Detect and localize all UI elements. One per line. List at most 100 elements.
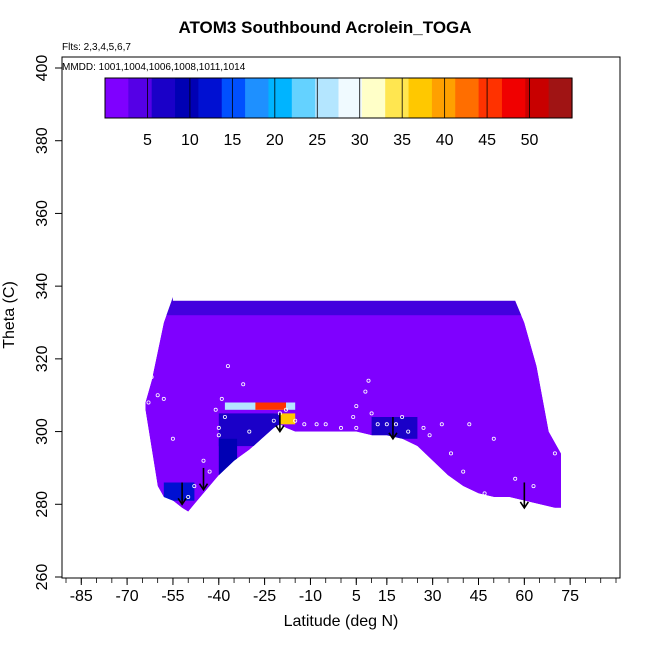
colorbar-swatch xyxy=(128,78,153,118)
flight-arrow xyxy=(198,467,209,492)
colorbar-tick-label: 45 xyxy=(478,132,496,149)
x-tick-label: -55 xyxy=(161,588,184,605)
sample-point xyxy=(427,433,432,438)
sample-point xyxy=(262,444,267,449)
sample-point xyxy=(271,418,276,423)
flight-arrow-head xyxy=(519,501,529,510)
colorbar: 5 10 15 20 25 30 35 40 45 50 xyxy=(104,77,573,149)
colorbar-swatch xyxy=(478,78,503,118)
field-layer xyxy=(145,297,561,512)
y-tick-label: 340 xyxy=(34,273,51,300)
x-tick-label: 60 xyxy=(515,588,533,605)
sample-point xyxy=(323,422,328,427)
sample-point xyxy=(216,433,221,438)
x-tick-label: 30 xyxy=(424,588,442,605)
x-axis: -85 -70 -55 -40 -25 -10 5 15 30 45 60 75 xyxy=(65,578,617,605)
sample-point xyxy=(439,422,444,427)
colorbar-swatch xyxy=(175,78,199,118)
sample-point xyxy=(170,436,175,441)
sample-point xyxy=(201,458,206,463)
colorbar-frame xyxy=(104,77,573,119)
x-tick-label: -70 xyxy=(116,588,139,605)
sample-point xyxy=(461,469,466,474)
colorbar-swatch xyxy=(268,78,293,118)
x-tick-label: -25 xyxy=(253,588,276,605)
sample-point xyxy=(219,396,224,401)
chart-title: ATOM3 Southbound Acrolein_TOGA xyxy=(178,18,472,37)
colorbar-tick-label: 40 xyxy=(436,132,454,149)
colorbar-swatch xyxy=(338,78,363,118)
sample-point xyxy=(375,422,380,427)
flight-arrows-layer xyxy=(177,413,529,510)
sample-point xyxy=(241,382,246,387)
dates-subtitle: MMDD: 1001,1004,1006,1008,1011,1014 xyxy=(62,62,246,73)
y-axis: 260 280 300 320 340 360 380 400 xyxy=(34,55,62,591)
sample-point xyxy=(216,425,221,430)
flight-arrow xyxy=(177,482,187,506)
colorbar-swatch xyxy=(151,78,176,118)
field-feature-1 xyxy=(255,402,286,410)
field-feature-2 xyxy=(273,413,296,425)
sample-point xyxy=(314,422,319,427)
colorbar-tick-label: 30 xyxy=(351,132,369,149)
y-tick-label: 260 xyxy=(34,564,51,591)
sample-point xyxy=(448,451,453,456)
sample-point xyxy=(513,476,518,481)
field-band-top xyxy=(163,297,531,316)
sample-point xyxy=(161,396,166,401)
field-clip-group xyxy=(145,297,561,512)
sample-point xyxy=(247,429,252,434)
sample-point xyxy=(283,407,288,412)
field-background xyxy=(145,297,561,512)
sample-point xyxy=(384,422,389,427)
sample-points-layer xyxy=(146,364,557,499)
sample-point xyxy=(155,393,160,398)
flight-arrow xyxy=(388,417,398,441)
colorbar-tick-label: 50 xyxy=(521,132,539,149)
y-tick-label: 300 xyxy=(34,418,51,445)
colorbar-tick-label: 20 xyxy=(266,132,284,149)
x-tick-label: 45 xyxy=(470,588,488,605)
colorbar-swatch xyxy=(408,78,433,118)
sample-point xyxy=(406,429,411,434)
sample-point xyxy=(213,407,218,412)
sample-point xyxy=(146,400,151,405)
sample-point xyxy=(482,491,487,496)
sample-point xyxy=(369,411,374,416)
colorbar-swatch xyxy=(291,78,316,118)
y-tick-label: 380 xyxy=(34,127,51,154)
x-tick-label: 15 xyxy=(378,588,396,605)
colorbar-swatch xyxy=(525,78,550,118)
flights-subtitle: Flts: 2,3,4,5,6,7 xyxy=(62,42,131,53)
flight-arrow-head xyxy=(275,425,285,434)
flight-arrow xyxy=(519,482,529,510)
colorbar-swatch xyxy=(385,78,410,118)
flight-arrow-head xyxy=(198,483,209,492)
x-tick-label: -10 xyxy=(299,588,322,605)
sample-point xyxy=(302,422,307,427)
x-tick-label: 75 xyxy=(561,588,579,605)
flight-arrow xyxy=(275,413,285,434)
field-feature-5 xyxy=(371,417,418,439)
sample-point xyxy=(338,425,343,430)
y-tick-label: 400 xyxy=(34,55,51,82)
sample-point xyxy=(354,404,359,409)
sample-point xyxy=(186,494,191,499)
x-tick-label: -85 xyxy=(70,588,93,605)
flight-arrow-head xyxy=(177,497,187,506)
colorbar-tick-label: 10 xyxy=(181,132,199,149)
colorbar-swatch xyxy=(221,78,246,118)
sample-point xyxy=(222,414,227,419)
colorbar-swatch xyxy=(245,78,270,118)
sample-point xyxy=(366,378,371,383)
x-axis-label: Latitude (deg N) xyxy=(283,613,399,630)
colorbar-swatch xyxy=(455,78,480,118)
colorbar-swatch xyxy=(361,78,386,118)
x-tick-label: 5 xyxy=(352,588,361,605)
colorbar-swatch xyxy=(501,78,526,118)
sample-point xyxy=(354,425,359,430)
y-tick-label: 320 xyxy=(34,345,51,372)
sample-point xyxy=(351,414,356,419)
sample-point xyxy=(207,469,212,474)
